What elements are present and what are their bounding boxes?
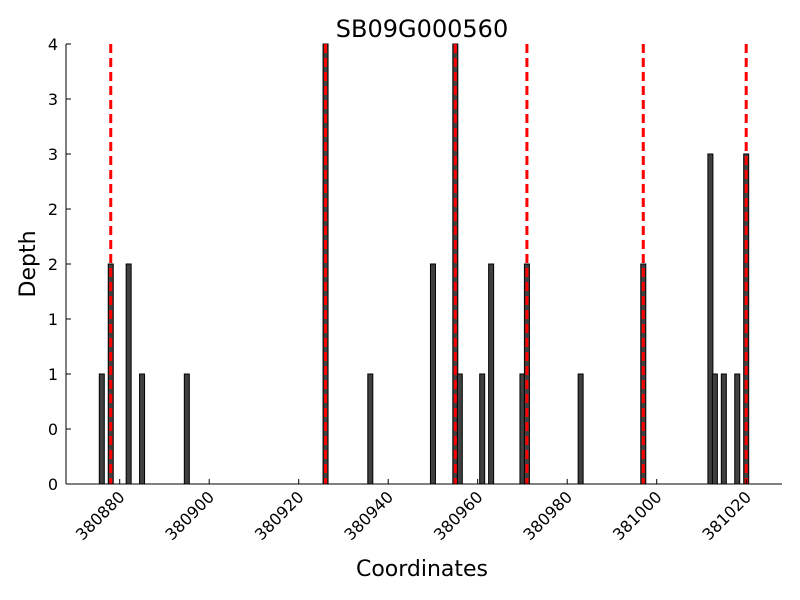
bar-0 (98, 373, 105, 485)
x-tick-label-3: 380940 (340, 487, 397, 544)
bar-7 (429, 263, 436, 485)
y-tick-label-8: 4 (48, 35, 58, 54)
x-tick-label-2: 380920 (251, 487, 308, 544)
chart-title: SB09G000560 (336, 15, 508, 43)
bar-2 (125, 263, 132, 485)
bar-6 (367, 373, 374, 485)
x-tick-label-6: 381000 (609, 487, 666, 544)
x-tick-label-5: 380980 (519, 487, 576, 544)
y-axis-title: Depth (16, 230, 41, 297)
y-tick-label-6: 3 (48, 145, 58, 164)
bar-9 (456, 373, 463, 485)
y-tick-label-2: 1 (48, 365, 58, 384)
bar-17 (711, 373, 718, 485)
y-tick-label-7: 3 (48, 90, 58, 109)
bar-14 (577, 373, 584, 485)
y-tick-label-5: 2 (48, 200, 58, 219)
bar-4 (183, 373, 190, 485)
x-tick-label-1: 380900 (161, 487, 218, 544)
y-tick-label-0: 0 (48, 475, 58, 494)
bar-11 (488, 263, 495, 485)
ticks-layer: 0 0 1 1 2 2 3 3 4 380880 380900 380920 380940 380960 3… (48, 35, 755, 544)
bar-19 (734, 373, 741, 485)
bar-5 (322, 43, 329, 485)
x-tick-label-0: 380880 (72, 487, 129, 544)
x-tick-label-7: 381020 (698, 487, 755, 544)
bar-3 (139, 373, 146, 485)
x-tick-label-4: 380960 (430, 487, 487, 544)
y-tick-label-1: 0 (48, 420, 58, 439)
y-tick-label-3: 1 (48, 310, 58, 329)
bar-18 (720, 373, 727, 485)
x-axis-title: Coordinates (356, 557, 488, 582)
bar-10 (479, 373, 486, 485)
bars-layer (98, 43, 750, 485)
axes-layer (65, 44, 782, 485)
y-tick-label-4: 2 (48, 255, 58, 274)
markers-layer (109, 44, 748, 484)
